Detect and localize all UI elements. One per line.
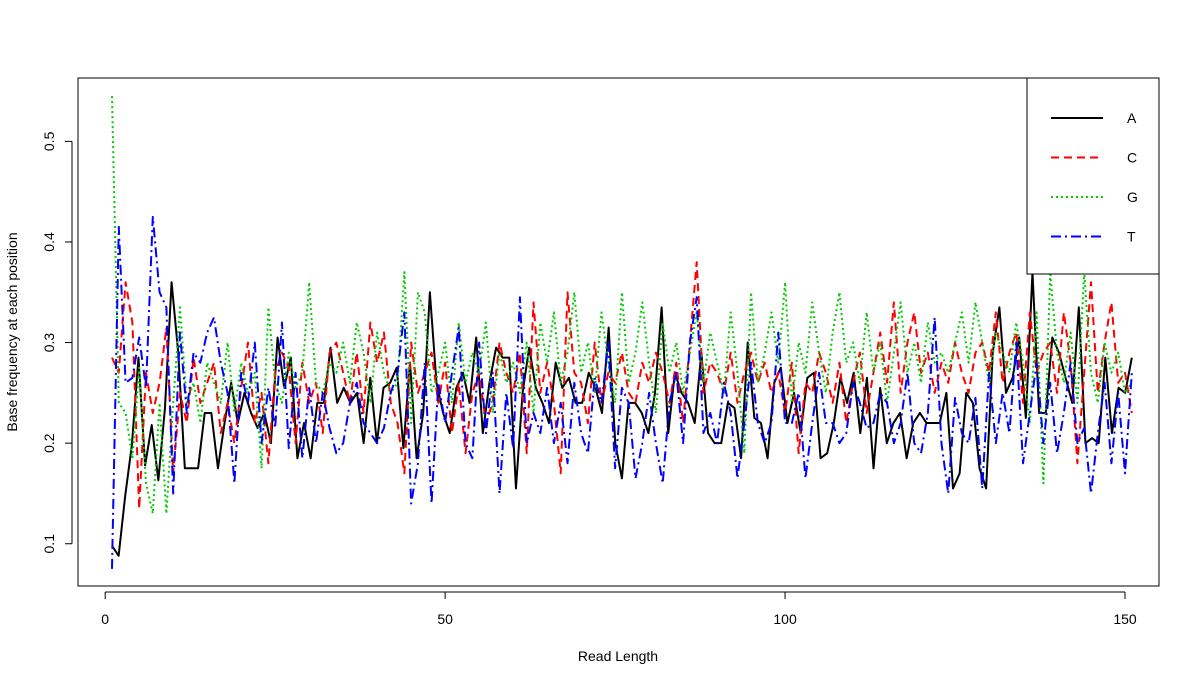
- y-axis-title: Base frequency at each position: [4, 232, 20, 431]
- x-axis-title: Read Length: [578, 648, 658, 664]
- legend-label-a: A: [1127, 110, 1137, 126]
- series-line-c: [111, 261, 1133, 510]
- y-tick-label: 0.1: [41, 534, 57, 554]
- x-tick-label: 150: [1113, 611, 1137, 627]
- series-line-g: [110, 96, 1133, 515]
- y-tick-label: 0.4: [41, 232, 57, 252]
- y-tick-label: 0.2: [41, 433, 57, 453]
- series-layer: [110, 96, 1133, 569]
- legend: A C G T: [1026, 77, 1160, 275]
- axes-layer: 0 50 100 150 0.1 0.2 0.3 0.4 0.5: [41, 131, 1137, 627]
- legend-box: [1026, 77, 1160, 275]
- x-tick-label: 50: [437, 611, 453, 627]
- legend-label-c: C: [1127, 150, 1137, 166]
- y-tick-label: 0.5: [41, 131, 57, 151]
- x-tick-label: 100: [773, 611, 797, 627]
- plot-frame: [77, 77, 1160, 587]
- series-line-a: [111, 271, 1133, 557]
- x-tick-label: 0: [101, 611, 109, 627]
- series-line-t: [110, 215, 1133, 569]
- legend-label-g: G: [1127, 189, 1138, 205]
- y-tick-label: 0.3: [41, 333, 57, 353]
- legend-label-t: T: [1127, 229, 1136, 245]
